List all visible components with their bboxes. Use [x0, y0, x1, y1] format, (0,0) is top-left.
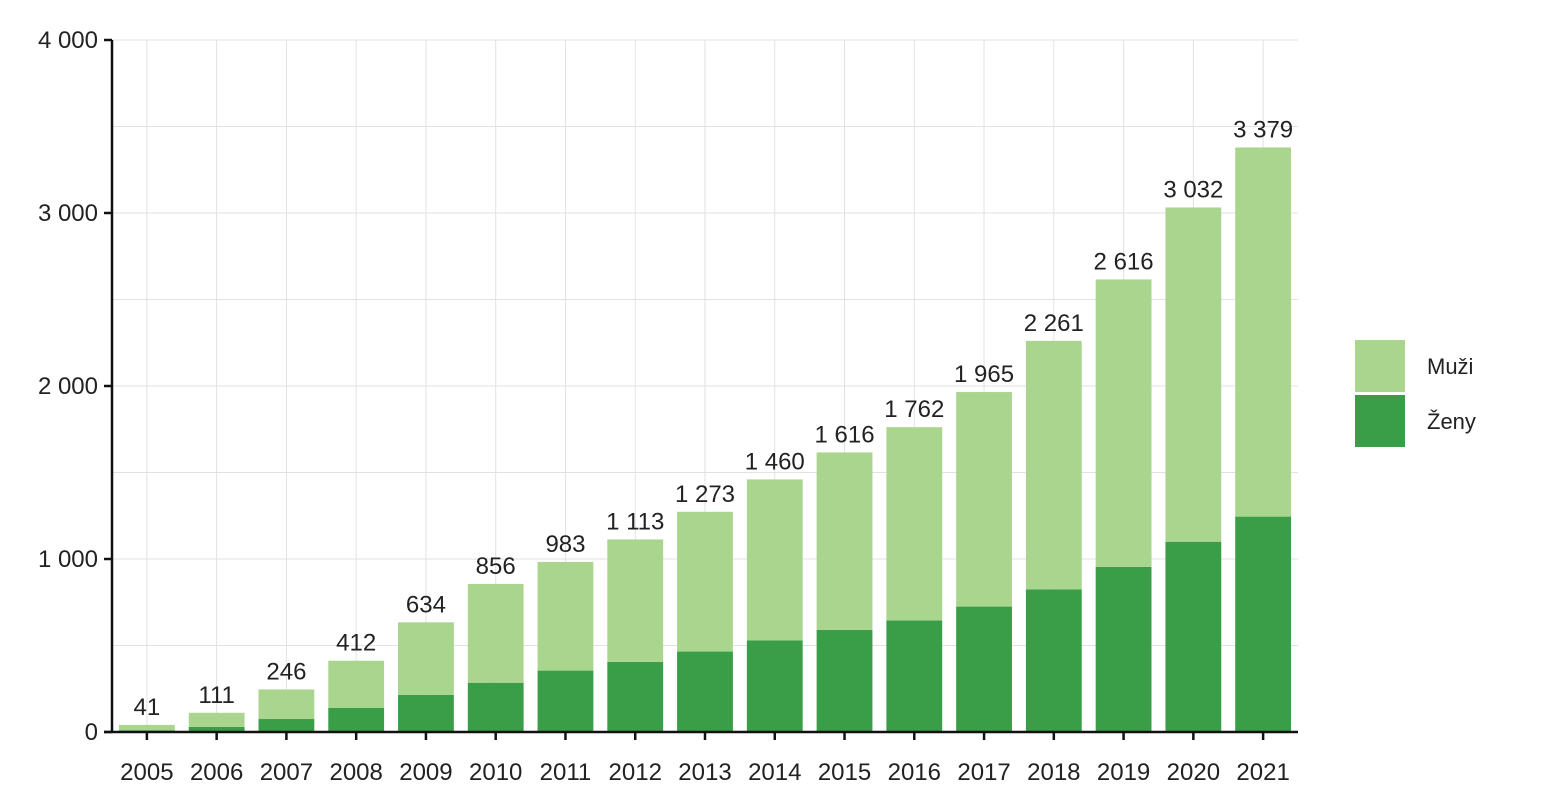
x-tick-label: 2008: [329, 759, 382, 786]
bars: [118, 147, 1292, 732]
x-tick-label: 2014: [748, 759, 801, 786]
x-tick-label: 2021: [1236, 759, 1289, 786]
bar-zeny-2019: [1095, 566, 1152, 732]
bar-muzi-2011: [537, 561, 594, 671]
y-tick-label: 4 000: [38, 27, 98, 54]
total-data-label: 983: [545, 531, 585, 558]
y-tick-label: 2 000: [38, 373, 98, 400]
bar-muzi-2020: [1165, 207, 1222, 542]
legend-swatch-muzi: [1355, 340, 1405, 392]
bar-zeny-2011: [537, 670, 594, 732]
x-tick-label: 2016: [888, 759, 941, 786]
bar-zeny-2015: [816, 629, 873, 732]
bar-zeny-2008: [328, 707, 385, 732]
x-tick-label: 2005: [120, 759, 173, 786]
x-tick-label: 2013: [678, 759, 731, 786]
x-tick-label: 2018: [1027, 759, 1080, 786]
bar-muzi-2005: [118, 724, 175, 731]
axes: [104, 38, 1298, 740]
x-tick-label: 2015: [818, 759, 871, 786]
total-data-label: 634: [406, 591, 446, 618]
bar-zeny-2016: [886, 620, 943, 732]
bar-muzi-2007: [258, 689, 315, 720]
bar-zeny-2017: [956, 606, 1012, 732]
x-tick-label: 2017: [957, 759, 1010, 786]
bar-zeny-2021: [1235, 516, 1292, 732]
bar-muzi-2008: [328, 660, 385, 708]
labels: 0 1 000 2 000 3 000 4 000 2005 2006 2007 2008 200…: [38, 27, 1293, 786]
bar-muzi-2013: [677, 511, 733, 652]
bar-zeny-2012: [607, 661, 664, 732]
bar-zeny-2013: [677, 651, 733, 732]
total-data-label: 1 113: [606, 508, 664, 535]
bar-muzi-2016: [886, 427, 943, 621]
total-data-label: 246: [266, 658, 306, 685]
x-tick-label: 2007: [260, 759, 313, 786]
total-data-label: 1 965: [954, 361, 1014, 388]
bar-muzi-2006: [188, 712, 245, 727]
y-tick-label: 1 000: [38, 546, 98, 573]
total-data-label: 856: [476, 553, 516, 580]
x-tick-label: 2011: [540, 759, 592, 786]
bar-muzi-2021: [1235, 147, 1292, 517]
bar-muzi-2015: [816, 452, 873, 630]
y-tick-label: 3 000: [38, 200, 98, 227]
total-data-label: 3 379: [1233, 116, 1293, 143]
total-data-label: 1 616: [814, 421, 874, 448]
legend-label-muzi: Muži: [1427, 354, 1473, 379]
bar-zeny-2020: [1165, 541, 1222, 732]
bar-zeny-2018: [1025, 589, 1082, 732]
bar-muzi-2014: [746, 479, 803, 641]
legend-label-zeny: Ženy: [1427, 409, 1476, 434]
bar-muzi-2019: [1095, 279, 1152, 567]
bar-muzi-2012: [607, 539, 664, 662]
bar-muzi-2009: [398, 622, 454, 695]
x-tick-label: 2012: [609, 759, 662, 786]
total-data-label: 111: [198, 682, 234, 709]
total-data-label: 2 261: [1024, 310, 1084, 337]
total-data-label: 1 762: [884, 396, 944, 423]
bar-muzi-2018: [1025, 340, 1082, 590]
total-data-label: 1 460: [745, 448, 805, 475]
bar-zeny-2009: [398, 694, 454, 732]
y-tick-label: 0: [85, 719, 98, 746]
bar-muzi-2010: [467, 583, 524, 683]
bar-zeny-2006: [188, 726, 245, 732]
total-data-label: 2 616: [1094, 248, 1154, 275]
x-tick-label: 2009: [399, 759, 452, 786]
total-data-label: 412: [336, 630, 376, 657]
legend: Muži Ženy: [1355, 340, 1476, 447]
legend-swatch-zeny: [1355, 395, 1405, 447]
total-data-label: 1 273: [675, 481, 735, 508]
x-tick-label: 2019: [1097, 759, 1150, 786]
total-data-label: 3 032: [1163, 176, 1223, 203]
x-tick-label: 2006: [190, 759, 243, 786]
bar-muzi-2017: [956, 392, 1012, 607]
x-tick-label: 2010: [469, 759, 522, 786]
bar-zeny-2014: [746, 640, 803, 732]
x-tick-label: 2020: [1167, 759, 1220, 786]
bar-zeny-2007: [258, 719, 315, 732]
total-data-label: 41: [134, 694, 161, 721]
bar-zeny-2010: [467, 682, 524, 732]
